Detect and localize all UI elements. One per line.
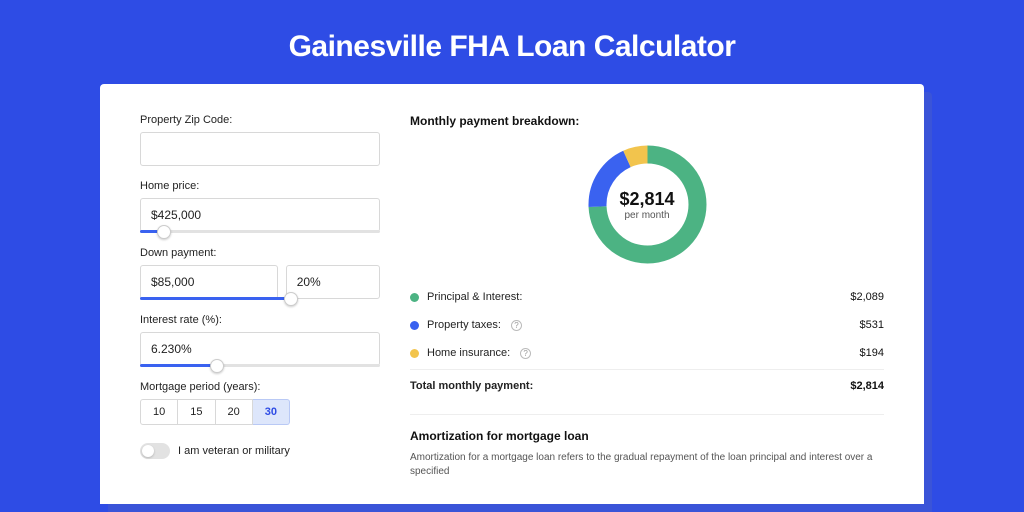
donut-amount: $2,814 <box>619 189 674 210</box>
down-payment-slider[interactable] <box>140 297 291 300</box>
interest-rate-label: Interest rate (%): <box>140 314 380 326</box>
zip-label: Property Zip Code: <box>140 114 380 126</box>
down-payment-field: Down payment: <box>140 247 380 300</box>
zip-input[interactable] <box>140 132 380 166</box>
period-option-10[interactable]: 10 <box>140 399 178 425</box>
interest-rate-slider[interactable] <box>140 364 380 367</box>
period-buttons: 10152030 <box>140 399 380 425</box>
home-price-field: Home price: <box>140 180 380 233</box>
down-payment-amount-input[interactable] <box>140 265 278 299</box>
breakdown-row: Principal & Interest: $2,089 <box>410 283 884 311</box>
down-payment-label: Down payment: <box>140 247 380 259</box>
total-label: Total monthly payment: <box>410 380 533 392</box>
payment-donut: $2,814 per month <box>585 142 710 267</box>
breakdown-row: Home insurance:? $194 <box>410 339 884 367</box>
legend-dot-icon <box>410 321 419 330</box>
home-price-label: Home price: <box>140 180 380 192</box>
breakdown-title: Monthly payment breakdown: <box>410 114 884 128</box>
zip-field: Property Zip Code: <box>140 114 380 166</box>
legend-dot-icon <box>410 349 419 358</box>
info-icon[interactable]: ? <box>520 348 531 359</box>
home-price-input[interactable] <box>140 198 380 232</box>
down-payment-pct-input[interactable] <box>286 265 380 299</box>
period-label: Mortgage period (years): <box>140 381 380 393</box>
breakdown-label: Home insurance: <box>427 347 510 359</box>
interest-rate-input[interactable] <box>140 332 380 366</box>
legend-dot-icon <box>410 293 419 302</box>
info-icon[interactable]: ? <box>511 320 522 331</box>
breakdown-label: Property taxes: <box>427 319 501 331</box>
breakdown-value: $194 <box>860 347 884 359</box>
calculator-card: Property Zip Code: Home price: Down paym… <box>100 84 924 504</box>
period-option-15[interactable]: 15 <box>178 399 215 425</box>
amortization-title: Amortization for mortgage loan <box>410 429 884 443</box>
donut-sub: per month <box>624 210 669 221</box>
total-row: Total monthly payment: $2,814 <box>410 369 884 400</box>
breakdown-label: Principal & Interest: <box>427 291 522 303</box>
total-value: $2,814 <box>850 380 884 392</box>
donut-center: $2,814 per month <box>585 142 710 267</box>
form-panel: Property Zip Code: Home price: Down paym… <box>140 114 380 504</box>
period-option-30[interactable]: 30 <box>253 399 290 425</box>
home-price-slider[interactable] <box>140 230 380 233</box>
veteran-label: I am veteran or military <box>178 445 290 457</box>
period-option-20[interactable]: 20 <box>216 399 253 425</box>
veteran-row: I am veteran or military <box>140 443 380 459</box>
period-field: Mortgage period (years): 10152030 <box>140 381 380 425</box>
page-title: Gainesville FHA Loan Calculator <box>0 0 1024 84</box>
breakdown-value: $2,089 <box>850 291 884 303</box>
veteran-toggle[interactable] <box>140 443 170 459</box>
amortization-body: Amortization for a mortgage loan refers … <box>410 451 884 479</box>
amortization-section: Amortization for mortgage loan Amortizat… <box>410 414 884 479</box>
breakdown-row: Property taxes:? $531 <box>410 311 884 339</box>
breakdown-panel: Monthly payment breakdown: $2,814 per mo… <box>410 114 884 504</box>
toggle-knob <box>142 445 154 457</box>
donut-container: $2,814 per month <box>410 138 884 283</box>
interest-rate-field: Interest rate (%): <box>140 314 380 367</box>
breakdown-value: $531 <box>860 319 884 331</box>
